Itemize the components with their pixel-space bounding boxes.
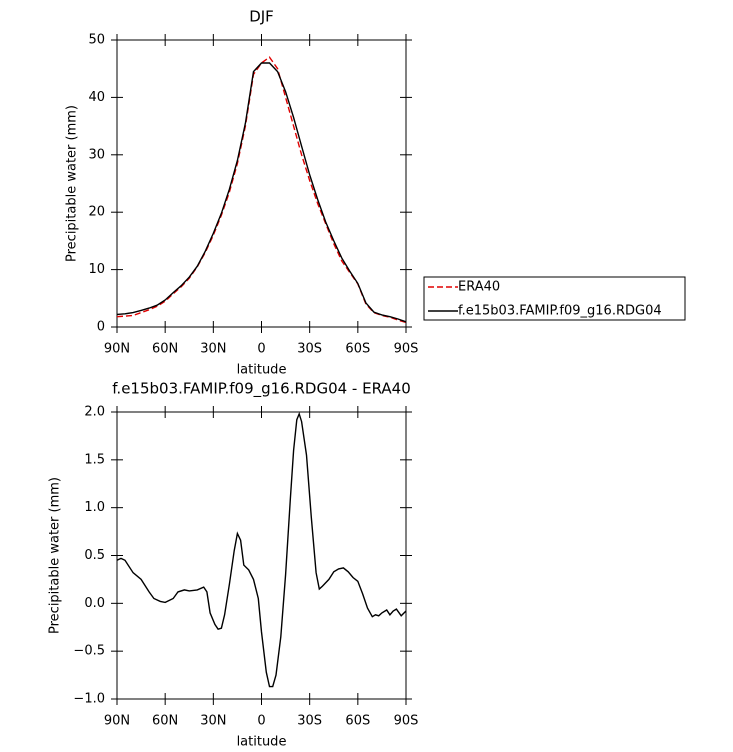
y-tick-label: 30 xyxy=(88,147,105,162)
chart-title: f.e15b03.FAMIP.f09_g16.RDG04 - ERA40 xyxy=(112,380,411,399)
x-tick-label: 90S xyxy=(394,342,419,357)
x-tick-label: 0 xyxy=(257,714,265,729)
x-tick-label: 60S xyxy=(345,714,370,729)
data-line xyxy=(116,411,407,688)
legend-box xyxy=(423,276,686,321)
plot-frame xyxy=(116,39,407,328)
x-axis-label: latitude xyxy=(237,735,287,750)
y-tick-label: 10 xyxy=(88,262,105,277)
x-tick-label: 30S xyxy=(297,714,322,729)
x-tick-label: 90N xyxy=(104,342,130,357)
plot-frame xyxy=(116,411,407,700)
y-tick-label: 1.5 xyxy=(84,452,105,467)
x-tick-label: 30N xyxy=(200,342,226,357)
x-tick-label: 90N xyxy=(104,714,130,729)
y-tick-label: 0.0 xyxy=(84,596,105,611)
x-tick-label: 30N xyxy=(200,714,226,729)
y-tick-label: 0.5 xyxy=(84,548,105,563)
x-axis-label: latitude xyxy=(237,363,287,378)
x-tick-label: 90S xyxy=(394,714,419,729)
y-tick-label: 50 xyxy=(88,33,105,48)
x-tick-label: 30S xyxy=(297,342,322,357)
y-tick-label: −1.0 xyxy=(73,692,105,707)
data-line xyxy=(116,56,407,324)
data-line xyxy=(116,62,407,323)
y-axis-label: Precipitable water (mm) xyxy=(48,477,63,634)
chart-title: DJF xyxy=(249,8,274,26)
y-tick-label: 1.0 xyxy=(84,500,105,515)
y-axis-label: Precipitable water (mm) xyxy=(65,105,80,262)
y-tick-label: 20 xyxy=(88,205,105,220)
x-tick-label: 60S xyxy=(345,342,370,357)
y-tick-label: −0.5 xyxy=(73,644,105,659)
y-tick-label: 40 xyxy=(88,90,105,105)
legend-label: f.e15b03.FAMIP.f09_g16.RDG04 xyxy=(458,304,662,319)
y-tick-label: 2.0 xyxy=(84,405,105,420)
x-tick-label: 60N xyxy=(152,714,178,729)
y-tick-label: 0 xyxy=(97,320,105,335)
x-tick-label: 0 xyxy=(257,342,265,357)
x-tick-label: 60N xyxy=(152,342,178,357)
legend-label: ERA40 xyxy=(458,280,500,295)
